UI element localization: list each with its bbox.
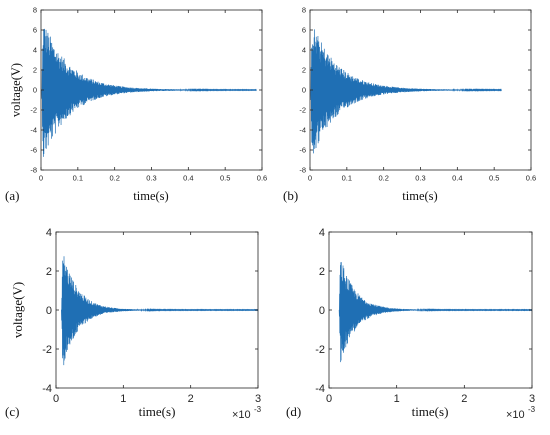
x-axis-label: time(s) [412,404,449,419]
x-tick-label: 0.3 [415,174,425,183]
x-tick-label: 0.6 [526,174,536,183]
y-tick-label: 4 [319,227,325,239]
y-tick-label: 4 [33,46,37,55]
chart-panel-4: 0 1 2 3 4 2 0 -2 -4 ×10 -3 time(s) (d) [286,227,536,421]
y-tick-label: -4 [299,126,306,135]
x-tick-label: 0.2 [109,174,119,183]
x-tick-label: 3 [529,393,535,405]
y-tick-label: -4 [42,383,52,395]
x-tick-label: 0.1 [342,174,352,183]
x-axis-multiplier-exponent: -3 [254,405,262,414]
signal-trace [61,256,258,366]
y-tick-label: 8 [302,6,306,15]
x-tick-label: 0 [53,393,59,405]
x-tick-label: 0 [39,174,43,183]
panel-label: (b) [283,188,298,203]
y-tick-label: 6 [33,26,37,35]
signal-trace [41,28,257,157]
x-tick-label: 0.1 [73,174,83,183]
y-tick-label: -8 [299,166,306,175]
x-axis-multiplier-exponent: -3 [528,405,536,414]
x-axis-label: time(s) [402,189,437,203]
y-tick-label: 2 [33,66,37,75]
y-axis-label: voltage(V) [9,63,23,117]
y-tick-label: 8 [33,6,37,15]
x-tick-label: 0.4 [452,174,462,183]
x-tick-label: 0.5 [220,174,230,183]
y-tick-label: 0 [319,305,325,317]
y-tick-label: -6 [30,146,37,155]
panel-label: (c) [5,404,19,419]
panel-label: (a) [5,188,19,203]
signal-trace [310,29,502,154]
y-tick-label: -2 [315,344,325,356]
y-tick-label: 6 [302,26,306,35]
y-tick-label: 4 [302,46,306,55]
y-tick-label: -6 [299,146,306,155]
y-tick-label: 0 [46,305,52,317]
y-tick-label: 0 [33,86,37,95]
x-tick-label: 0 [308,174,312,183]
panel-label: (d) [286,404,301,419]
y-tick-label: 2 [46,266,52,278]
y-tick-label: 0 [302,86,306,95]
x-tick-label: 0.3 [146,174,156,183]
y-tick-label: -2 [42,344,52,356]
x-tick-label: 1 [120,393,126,405]
x-tick-label: 0.5 [489,174,499,183]
x-tick-label: 2 [461,393,467,405]
x-tick-label: 0.2 [378,174,388,183]
chart-panel-3: 0 1 2 3 4 2 0 -2 -4 ×10 -3 time(s) voltage(V) (c) [5,227,262,421]
x-axis-label: time(s) [139,404,176,419]
x-tick-label: 0 [326,393,332,405]
x-axis-multiplier: ×10 [232,409,251,421]
x-tick-label: 0.4 [183,174,193,183]
x-tick-label: 0.6 [257,174,267,183]
x-axis-label: time(s) [133,189,168,203]
signal-trace [338,262,532,363]
chart-panel-2: 0 0.1 0.2 0.3 0.4 0.5 0.6 8 6 4 2 0 -2 -4 -6 -8 time(s) (… [283,6,536,203]
chart-panel-1: 0 0.1 0.2 0.3 0.4 0.5 0.6 8 6 4 2 0 -2 -4 -6 -8 time(s) v… [5,6,267,203]
y-tick-label: 2 [319,266,325,278]
y-tick-label: -2 [30,106,37,115]
y-tick-label: -4 [30,126,37,135]
y-tick-label: -2 [299,106,306,115]
y-tick-label: -4 [315,383,325,395]
x-axis-multiplier: ×10 [506,409,525,421]
x-tick-label: 1 [394,393,400,405]
y-axis-label: voltage(V) [10,282,25,338]
x-tick-label: 2 [188,393,194,405]
y-tick-label: 4 [46,227,52,239]
x-tick-label: 3 [255,393,261,405]
y-tick-label: 2 [302,66,306,75]
y-tick-label: -8 [30,166,37,175]
